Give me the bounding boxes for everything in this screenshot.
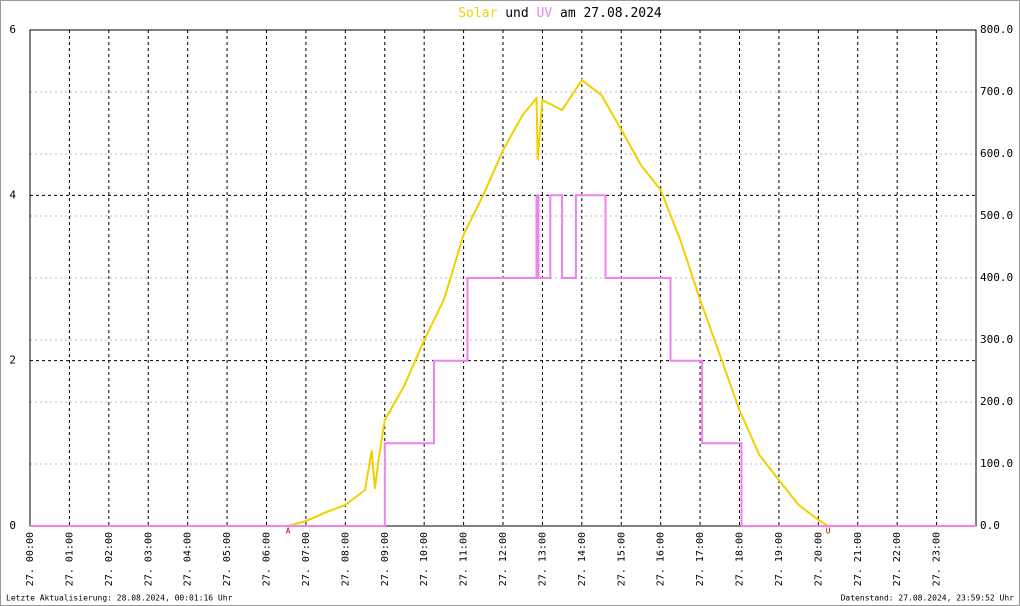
x-tick-label: 27. 16:00: [656, 532, 667, 586]
y2-tick-label: 700.0: [980, 85, 1013, 98]
y-tick-label: 2: [9, 354, 16, 367]
x-tick-label: 27. 08:00: [340, 532, 351, 586]
x-tick-label: 27. 19:00: [774, 532, 785, 586]
y2-tick-label: 800.0: [980, 23, 1013, 36]
chart-title: Solar und UV am 27.08.2024: [458, 6, 662, 21]
x-tick-label: 27. 18:00: [735, 532, 746, 586]
x-tick-label: 27. 04:00: [183, 532, 194, 586]
y2-tick-label: 600.0: [980, 147, 1013, 160]
annotation: U: [826, 527, 831, 536]
footer-right: Datenstand: 27.08.2024, 23:59:52 Uhr: [841, 594, 1015, 603]
y2-tick-label: 300.0: [980, 333, 1013, 346]
x-tick-label: 27. 17:00: [695, 532, 706, 586]
title-date: am 27.08.2024: [560, 6, 662, 21]
footer-left: Letzte Aktualisierung: 28.08.2024, 00:01…: [6, 594, 233, 603]
x-tick-label: 27. 14:00: [577, 532, 588, 586]
title-uv: UV: [537, 6, 553, 21]
y-tick-label: 0: [9, 519, 16, 532]
x-tick-label: 27. 09:00: [380, 532, 391, 586]
x-tick-label: 27. 12:00: [498, 532, 509, 586]
annotation: A: [286, 527, 291, 536]
title-solar: Solar: [458, 6, 497, 21]
x-tick-label: 27. 15:00: [616, 532, 627, 586]
y-tick-label: 4: [9, 188, 16, 201]
series-line: [30, 78, 976, 527]
x-tick-label: 27. 07:00: [301, 532, 312, 586]
x-tick-label: 27. 23:00: [932, 532, 943, 586]
x-tick-label: 27. 13:00: [537, 532, 548, 586]
x-tick-label: 27. 20:00: [813, 532, 824, 586]
plot-border: [29, 29, 977, 527]
x-tick-label: 27. 03:00: [143, 532, 154, 586]
y2-tick-label: 400.0: [980, 271, 1013, 284]
x-tick-label: 27. 21:00: [853, 532, 864, 586]
title-joiner: und: [505, 6, 528, 21]
x-tick-label: 27. 06:00: [262, 532, 273, 586]
x-tick-label: 27. 22:00: [892, 532, 903, 586]
y-tick-label: 6: [9, 23, 16, 36]
x-tick-label: 27. 01:00: [64, 532, 75, 586]
x-tick-label: 27. 05:00: [222, 532, 233, 586]
x-tick-label: 27. 02:00: [104, 532, 115, 586]
y2-tick-label: 200.0: [980, 395, 1013, 408]
x-tick-label: 27. 10:00: [419, 532, 430, 586]
x-tick-label: 27. 00:00: [25, 532, 36, 586]
y2-tick-label: 100.0: [980, 457, 1013, 470]
x-tick-label: 27. 11:00: [459, 532, 470, 586]
series-line: [30, 194, 976, 527]
y2-tick-label: 0.0: [980, 519, 1000, 532]
y2-tick-label: 500.0: [980, 209, 1013, 222]
